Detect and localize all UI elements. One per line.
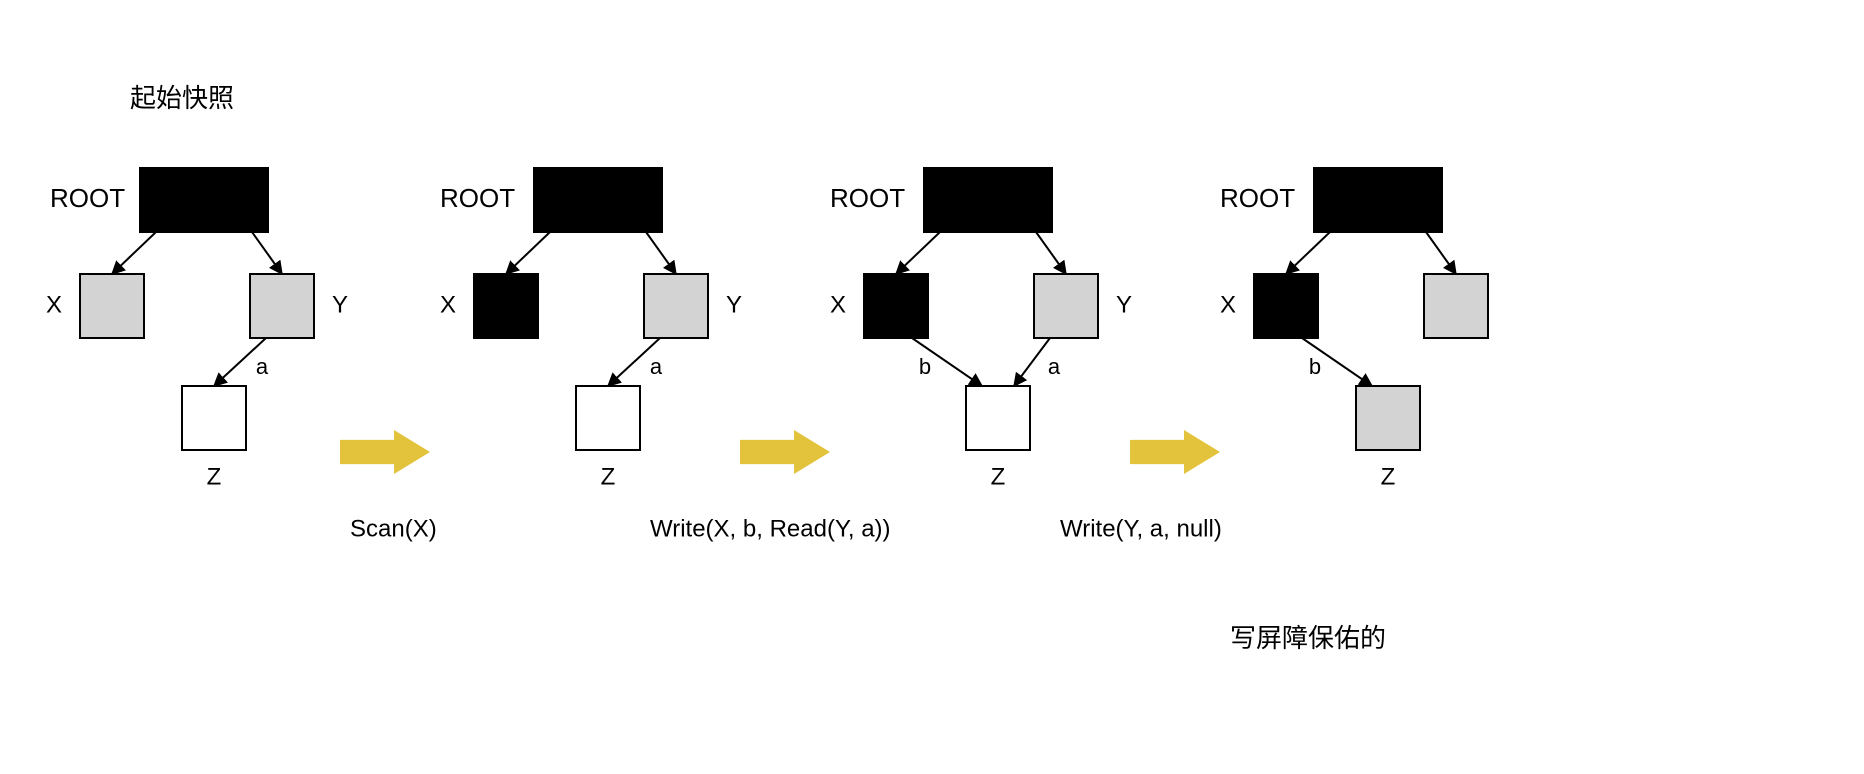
step-arrow-icon [740, 430, 830, 474]
node-R1 [140, 168, 204, 232]
node-Y [250, 274, 314, 338]
node-X [474, 274, 538, 338]
node-label-X: X [46, 291, 62, 318]
node-X [1254, 274, 1318, 338]
root-label: ROOT [50, 183, 125, 213]
step-arrow-icon [1130, 430, 1220, 474]
edge-R1-X [896, 232, 940, 274]
root-label: ROOT [830, 183, 905, 213]
edge-label-a: a [1048, 354, 1061, 379]
node-label-Y: Y [1116, 291, 1132, 318]
node-Z [1356, 386, 1420, 450]
edge-label-b: b [919, 354, 931, 379]
node-label-X: X [830, 291, 846, 318]
node-R1 [1314, 168, 1378, 232]
edge-label-b: b [1309, 354, 1321, 379]
node-R2 [1378, 168, 1442, 232]
node-label-X: X [440, 291, 456, 318]
node-R2 [204, 168, 268, 232]
edge-Y-Z [1014, 338, 1050, 386]
node-R2 [598, 168, 662, 232]
footer-label: 写屏障保佑的 [1230, 623, 1386, 653]
root-label: ROOT [1220, 183, 1295, 213]
node-R1 [534, 168, 598, 232]
node-X [80, 274, 144, 338]
caption-step1: Scan(X) [350, 515, 437, 542]
edge-R1-X [1286, 232, 1330, 274]
node-label-X: X [1220, 291, 1236, 318]
edge-label-a: a [650, 354, 663, 379]
root-label: ROOT [440, 183, 515, 213]
edge-R1-X [112, 232, 156, 274]
node-Y [644, 274, 708, 338]
step-arrow-icon [340, 430, 430, 474]
node-Y [1424, 274, 1488, 338]
edge-R2-Y [252, 232, 282, 274]
caption-step2: Write(X, b, Read(Y, a)) [650, 515, 891, 542]
title-top: 起始快照 [130, 83, 234, 113]
node-R2 [988, 168, 1052, 232]
node-R1 [924, 168, 988, 232]
node-Z [182, 386, 246, 450]
node-label-Y: Y [332, 291, 348, 318]
node-label-Z: Z [991, 463, 1006, 490]
node-label-Z: Z [1381, 463, 1396, 490]
node-label-Z: Z [601, 463, 616, 490]
node-X [864, 274, 928, 338]
edge-R1-X [506, 232, 550, 274]
caption-step3: Write(Y, a, null) [1060, 515, 1222, 542]
edge-R2-Y [646, 232, 676, 274]
node-Z [576, 386, 640, 450]
edge-R2-Y [1426, 232, 1456, 274]
edge-label-a: a [256, 354, 269, 379]
diagram-canvas: 起始快照 ROOT X Y Za ROOT X Y Za ROOT X Y Za b ROOT X Zb Scan… [0, 0, 1864, 774]
node-Y [1034, 274, 1098, 338]
node-label-Y: Y [726, 291, 742, 318]
node-Z [966, 386, 1030, 450]
edge-R2-Y [1036, 232, 1066, 274]
node-label-Z: Z [207, 463, 222, 490]
